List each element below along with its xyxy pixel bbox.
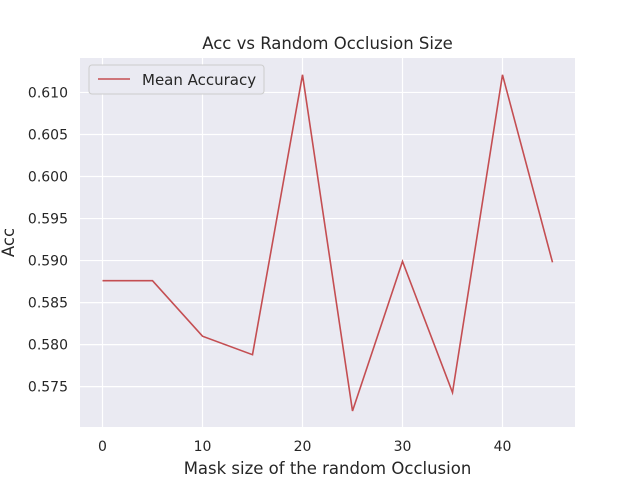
legend-box bbox=[88, 64, 265, 95]
grid-lines bbox=[80, 58, 575, 427]
x-axis-ticks: 0 10 20 30 40 bbox=[98, 439, 511, 455]
y-axis-label: Acc bbox=[0, 228, 18, 257]
series-line-mean-accuracy bbox=[102, 74, 554, 412]
y-tick-label: 0.585 bbox=[28, 296, 68, 312]
legend-entry-label: Mean Accuracy bbox=[142, 71, 256, 89]
y-tick-label: 0.610 bbox=[28, 85, 68, 101]
y-tick-label: 0.605 bbox=[28, 127, 68, 143]
x-axis-label: Mask size of the random Occlusion bbox=[184, 459, 472, 478]
x-tick-label: 10 bbox=[194, 439, 212, 455]
legend: Mean Accuracy bbox=[88, 64, 265, 95]
y-tick-label: 0.590 bbox=[28, 254, 68, 270]
y-tick-label: 0.575 bbox=[28, 380, 68, 396]
y-tick-label: 0.580 bbox=[28, 338, 68, 354]
y-axis-ticks: 0.575 0.580 0.585 0.590 0.595 0.600 0.605 0.610 bbox=[28, 85, 68, 395]
x-tick-label: 0 bbox=[98, 439, 107, 455]
series-layer bbox=[102, 74, 554, 412]
y-tick-label: 0.600 bbox=[28, 170, 68, 186]
y-tick-label: 0.595 bbox=[28, 212, 68, 228]
chart-title: Acc vs Random Occlusion Size bbox=[202, 34, 453, 53]
x-tick-label: 30 bbox=[394, 439, 412, 455]
x-tick-label: 20 bbox=[294, 439, 312, 455]
x-tick-label: 40 bbox=[494, 439, 512, 455]
